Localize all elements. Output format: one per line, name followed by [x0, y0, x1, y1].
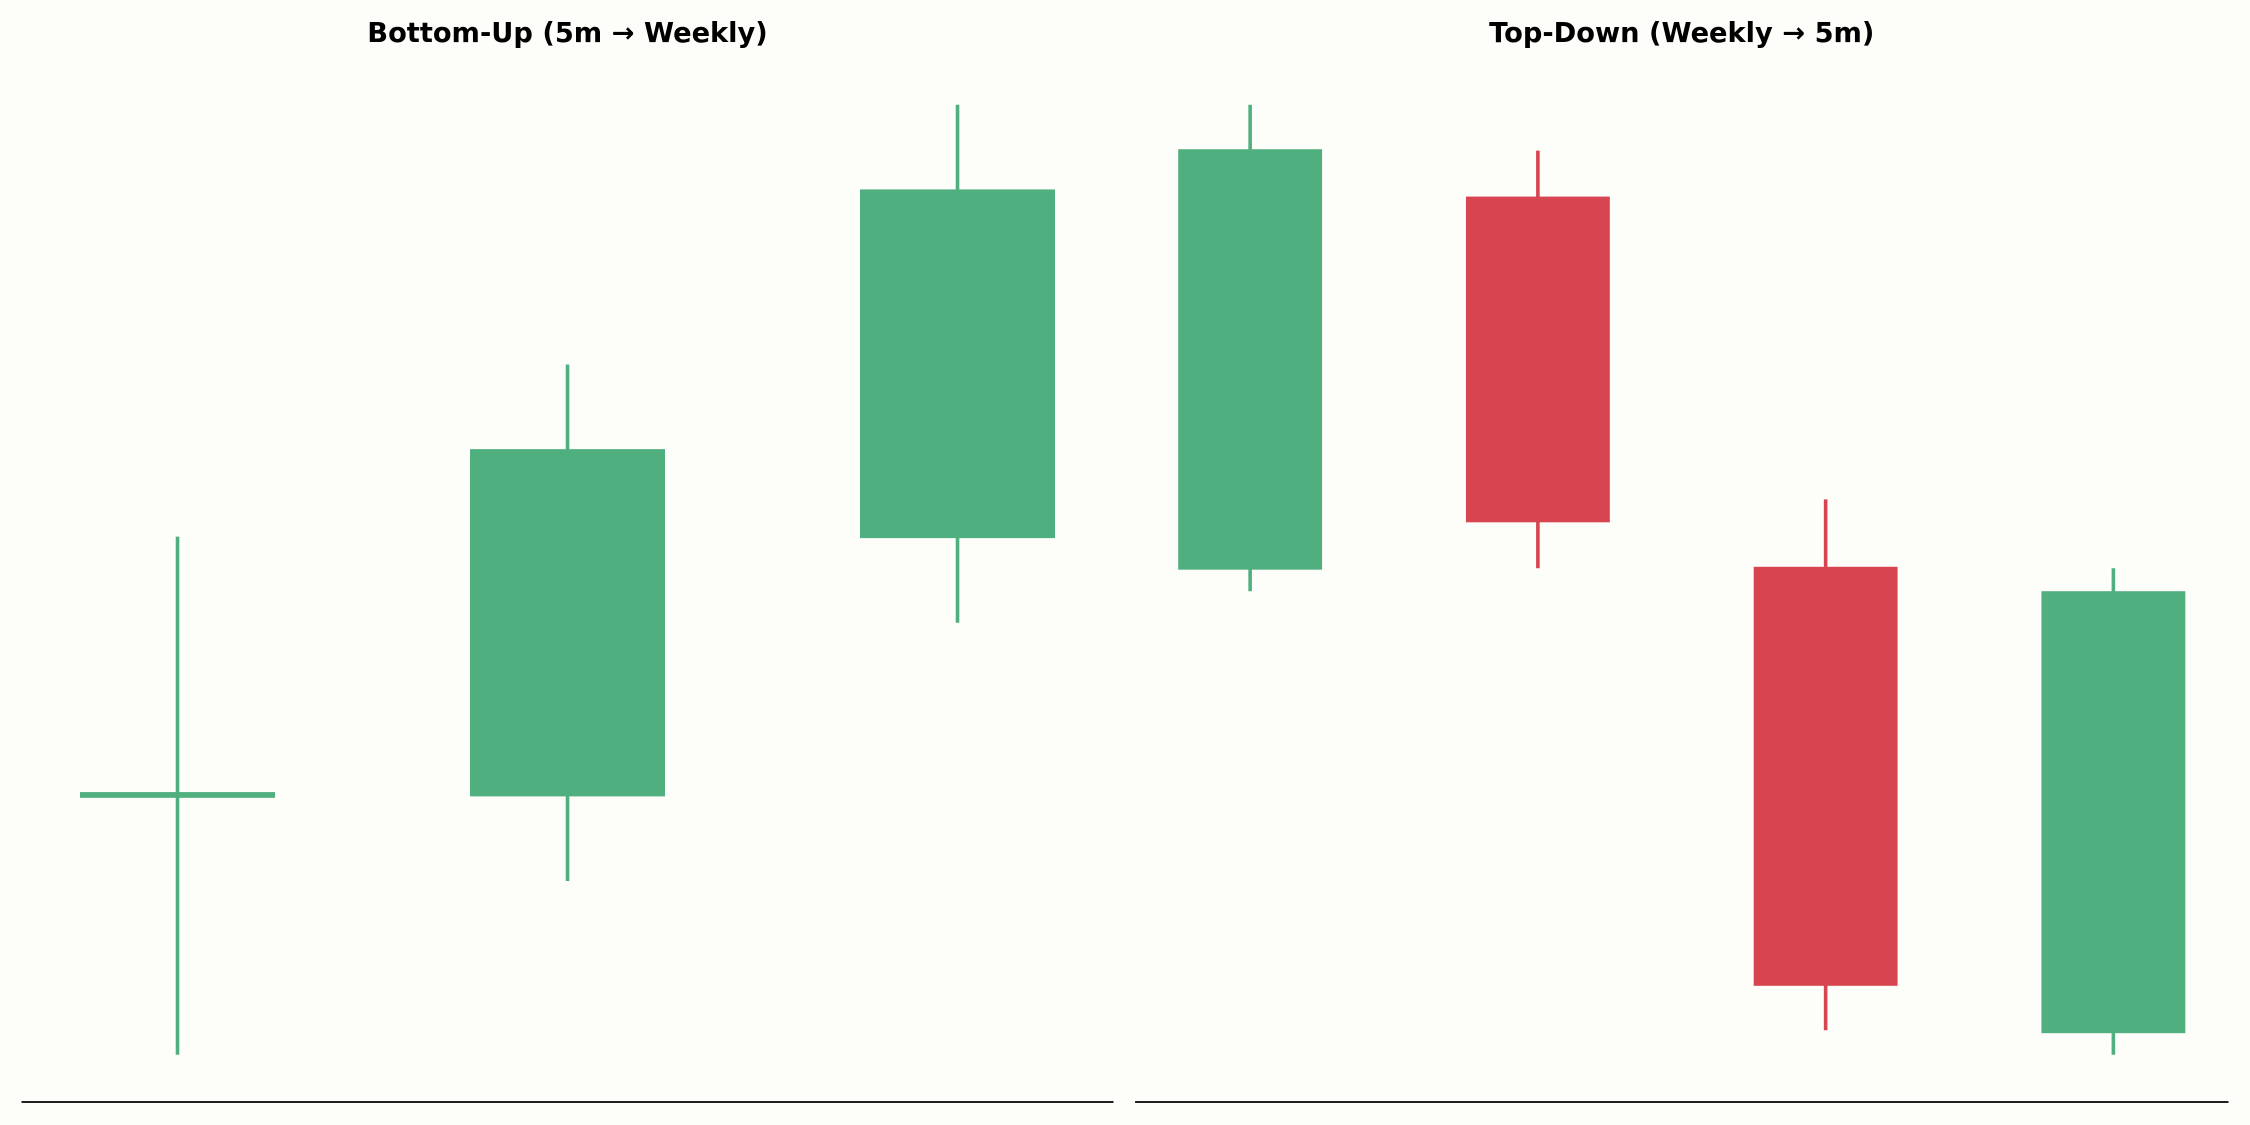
panel-title: Bottom-Up (5m → Weekly)	[367, 18, 767, 49]
candle-body	[1465, 196, 1610, 523]
panel-title: Top-Down (Weekly → 5m)	[1489, 18, 1874, 49]
candle-body	[470, 449, 666, 797]
candle-body	[80, 792, 276, 798]
candle-body	[2041, 591, 2186, 1034]
candle-body	[1753, 566, 1898, 986]
candle-body	[1178, 149, 1323, 570]
candle-body	[860, 189, 1056, 539]
